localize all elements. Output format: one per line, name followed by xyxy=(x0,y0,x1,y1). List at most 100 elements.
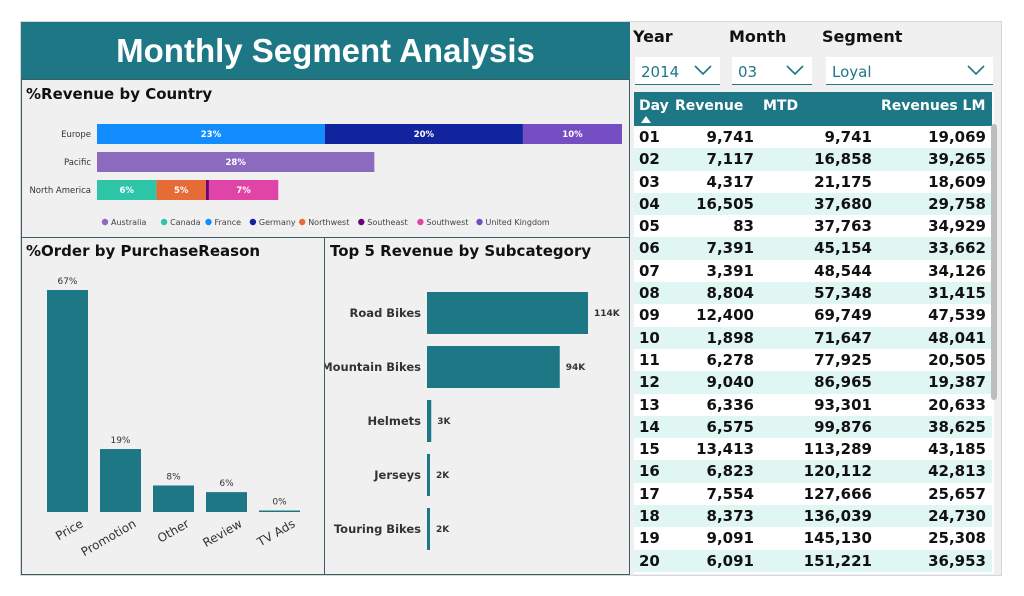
category-label: Helmets xyxy=(368,414,422,428)
table-row[interactable]: 20 6,091 151,221 36,953 xyxy=(634,549,992,572)
table-row[interactable]: 10 1,898 71,647 48,041 xyxy=(634,326,992,349)
cell-revenue: 9,040 xyxy=(706,373,754,392)
table-row[interactable]: 11 6,278 77,925 20,505 xyxy=(634,349,992,371)
table-row[interactable]: 05 83 37,763 34,929 xyxy=(634,215,992,237)
legend-item: Southeast xyxy=(367,218,407,227)
cell-revenues-lm: 18,609 xyxy=(928,172,986,191)
data-label: 10% xyxy=(562,130,583,140)
table-row[interactable]: 02 7,117 16,858 39,265 xyxy=(634,148,992,171)
bar-segment-southeast[interactable] xyxy=(205,180,209,200)
cell-mtd: 16,858 xyxy=(814,150,872,169)
cell-revenues-lm: 43,185 xyxy=(928,440,986,459)
cell-mtd: 77,925 xyxy=(814,350,872,369)
cell-revenue: 6,091 xyxy=(706,551,754,570)
bar-segment-germany[interactable] xyxy=(324,124,523,144)
bar-segment-southwest[interactable] xyxy=(208,180,279,200)
cell-mtd: 93,301 xyxy=(814,395,872,414)
table-row[interactable]: 01 9,741 9,741 19,069 xyxy=(634,126,992,148)
legend-marker xyxy=(205,218,212,226)
revenue-by-country-chart[interactable]: Europe Pacific North America 23% 20% 10% 28% 6%… xyxy=(22,80,628,236)
segment-dropdown[interactable]: Loyal xyxy=(826,57,993,85)
top5-subcategory-chart[interactable]: Road Bikes 114K Mountain Bikes 94K Helmets 3K… xyxy=(325,238,628,573)
cell-day: 05 xyxy=(639,217,660,236)
table-row[interactable]: 13 6,336 93,301 20,633 xyxy=(634,394,992,416)
legend-item: Northwest xyxy=(308,218,349,227)
cell-mtd: 71,647 xyxy=(814,328,872,347)
table-row[interactable]: 08 8,804 57,348 31,415 xyxy=(634,282,992,305)
bar-segment-australia[interactable] xyxy=(97,152,375,172)
data-label: 6% xyxy=(119,186,134,196)
table-row[interactable]: 15 13,413 113,289 43,185 xyxy=(634,438,992,460)
bar-touring-bikes[interactable] xyxy=(427,508,430,550)
cell-mtd: 151,221 xyxy=(803,551,872,570)
order-by-reason-panel[interactable]: %Order by PurchaseReason 67% Price 19% Prom… xyxy=(21,237,325,575)
category-label: Promotion xyxy=(79,516,139,559)
table-row[interactable]: 16 6,823 120,112 42,813 xyxy=(634,460,992,483)
table-row[interactable]: 18 8,373 136,039 24,730 xyxy=(634,505,992,528)
data-label: 19% xyxy=(110,436,130,446)
table-row[interactable]: 06 7,391 45,154 33,662 xyxy=(634,237,992,260)
cell-day: 03 xyxy=(639,172,660,191)
cell-mtd: 45,154 xyxy=(814,239,872,258)
legend-item: Germany xyxy=(259,218,296,227)
cell-day: 08 xyxy=(639,284,660,303)
cell-revenues-lm: 48,041 xyxy=(928,328,986,347)
bar-helmets[interactable] xyxy=(427,400,432,442)
cell-revenue: 3,391 xyxy=(706,261,754,280)
month-dropdown[interactable]: 03 xyxy=(732,57,812,85)
cell-day: 20 xyxy=(639,551,660,570)
table-row[interactable]: 09 12,400 69,749 47,539 xyxy=(634,304,992,326)
table-row[interactable]: 19 9,091 145,130 25,308 xyxy=(634,527,992,549)
bar-jerseys[interactable] xyxy=(427,454,430,496)
table-row[interactable]: 17 7,554 127,666 25,657 xyxy=(634,483,992,505)
table-row[interactable]: 07 3,391 48,544 34,126 xyxy=(634,260,992,282)
table-scrollbar[interactable] xyxy=(991,124,997,400)
bar-promotion[interactable] xyxy=(100,449,141,512)
table-row[interactable]: 12 9,040 86,965 19,387 xyxy=(634,371,992,394)
cell-day: 11 xyxy=(639,350,660,369)
legend-item: Southwest xyxy=(426,218,468,227)
cell-revenues-lm: 34,929 xyxy=(928,217,986,236)
cell-mtd: 9,741 xyxy=(824,128,872,146)
cell-revenue: 6,278 xyxy=(706,350,754,369)
bar-mountain-bikes[interactable] xyxy=(427,346,560,388)
cell-day: 09 xyxy=(639,306,660,325)
bar-segment-canada[interactable] xyxy=(97,180,157,200)
cell-revenues-lm: 31,415 xyxy=(928,284,986,303)
header-mtd[interactable]: MTD xyxy=(763,98,799,114)
legend-marker xyxy=(358,218,365,226)
year-dropdown-value: 2014 xyxy=(641,63,680,81)
cell-revenue: 8,804 xyxy=(706,284,754,303)
category-label: Mountain Bikes xyxy=(325,360,421,374)
bar-price[interactable] xyxy=(47,290,88,512)
cell-day: 04 xyxy=(639,194,660,213)
cell-day: 13 xyxy=(639,395,660,414)
header-revenues-lm[interactable]: Revenues LM xyxy=(881,98,986,114)
cell-mtd: 86,965 xyxy=(814,373,872,392)
cell-mtd: 136,039 xyxy=(803,507,872,526)
daily-revenue-table[interactable]: Day Revenue MTD Revenues LM 01 9,741 9,741… xyxy=(634,92,994,574)
header-revenue[interactable]: Revenue xyxy=(675,98,744,114)
bar-tv-ads[interactable] xyxy=(259,510,300,513)
bar-segment-france[interactable] xyxy=(97,124,325,144)
bar-road-bikes[interactable] xyxy=(427,292,588,334)
sort-ascending-icon[interactable] xyxy=(641,116,651,123)
cell-day: 16 xyxy=(639,462,660,481)
table-row[interactable]: 03 4,317 21,175 18,609 xyxy=(634,171,992,193)
bar-review[interactable] xyxy=(206,492,247,512)
bar-segment-united-kingdom[interactable] xyxy=(522,124,622,144)
year-dropdown[interactable]: 2014 xyxy=(635,57,720,85)
header-day[interactable]: Day xyxy=(639,98,669,114)
cell-revenues-lm: 42,813 xyxy=(928,462,986,481)
revenue-by-country-panel[interactable]: %Revenue by Country Europe Pacific North A… xyxy=(21,79,630,238)
table-row[interactable]: 14 6,575 99,876 38,625 xyxy=(634,415,992,439)
order-by-reason-chart[interactable]: 67% Price 19% Promotion 8% Other 6% Review 0% TV … xyxy=(22,238,323,573)
legend-item: United Kingdom xyxy=(486,218,550,227)
top5-subcategory-panel[interactable]: Top 5 Revenue by Subcategory Road Bikes 1… xyxy=(324,237,630,575)
data-label: 23% xyxy=(201,130,222,140)
cell-revenues-lm: 38,625 xyxy=(928,417,986,436)
bar-segment-northwest[interactable] xyxy=(156,180,206,200)
table-row[interactable]: 04 16,505 37,680 29,758 xyxy=(634,192,992,216)
legend-marker xyxy=(101,218,109,226)
bar-other[interactable] xyxy=(153,485,194,512)
